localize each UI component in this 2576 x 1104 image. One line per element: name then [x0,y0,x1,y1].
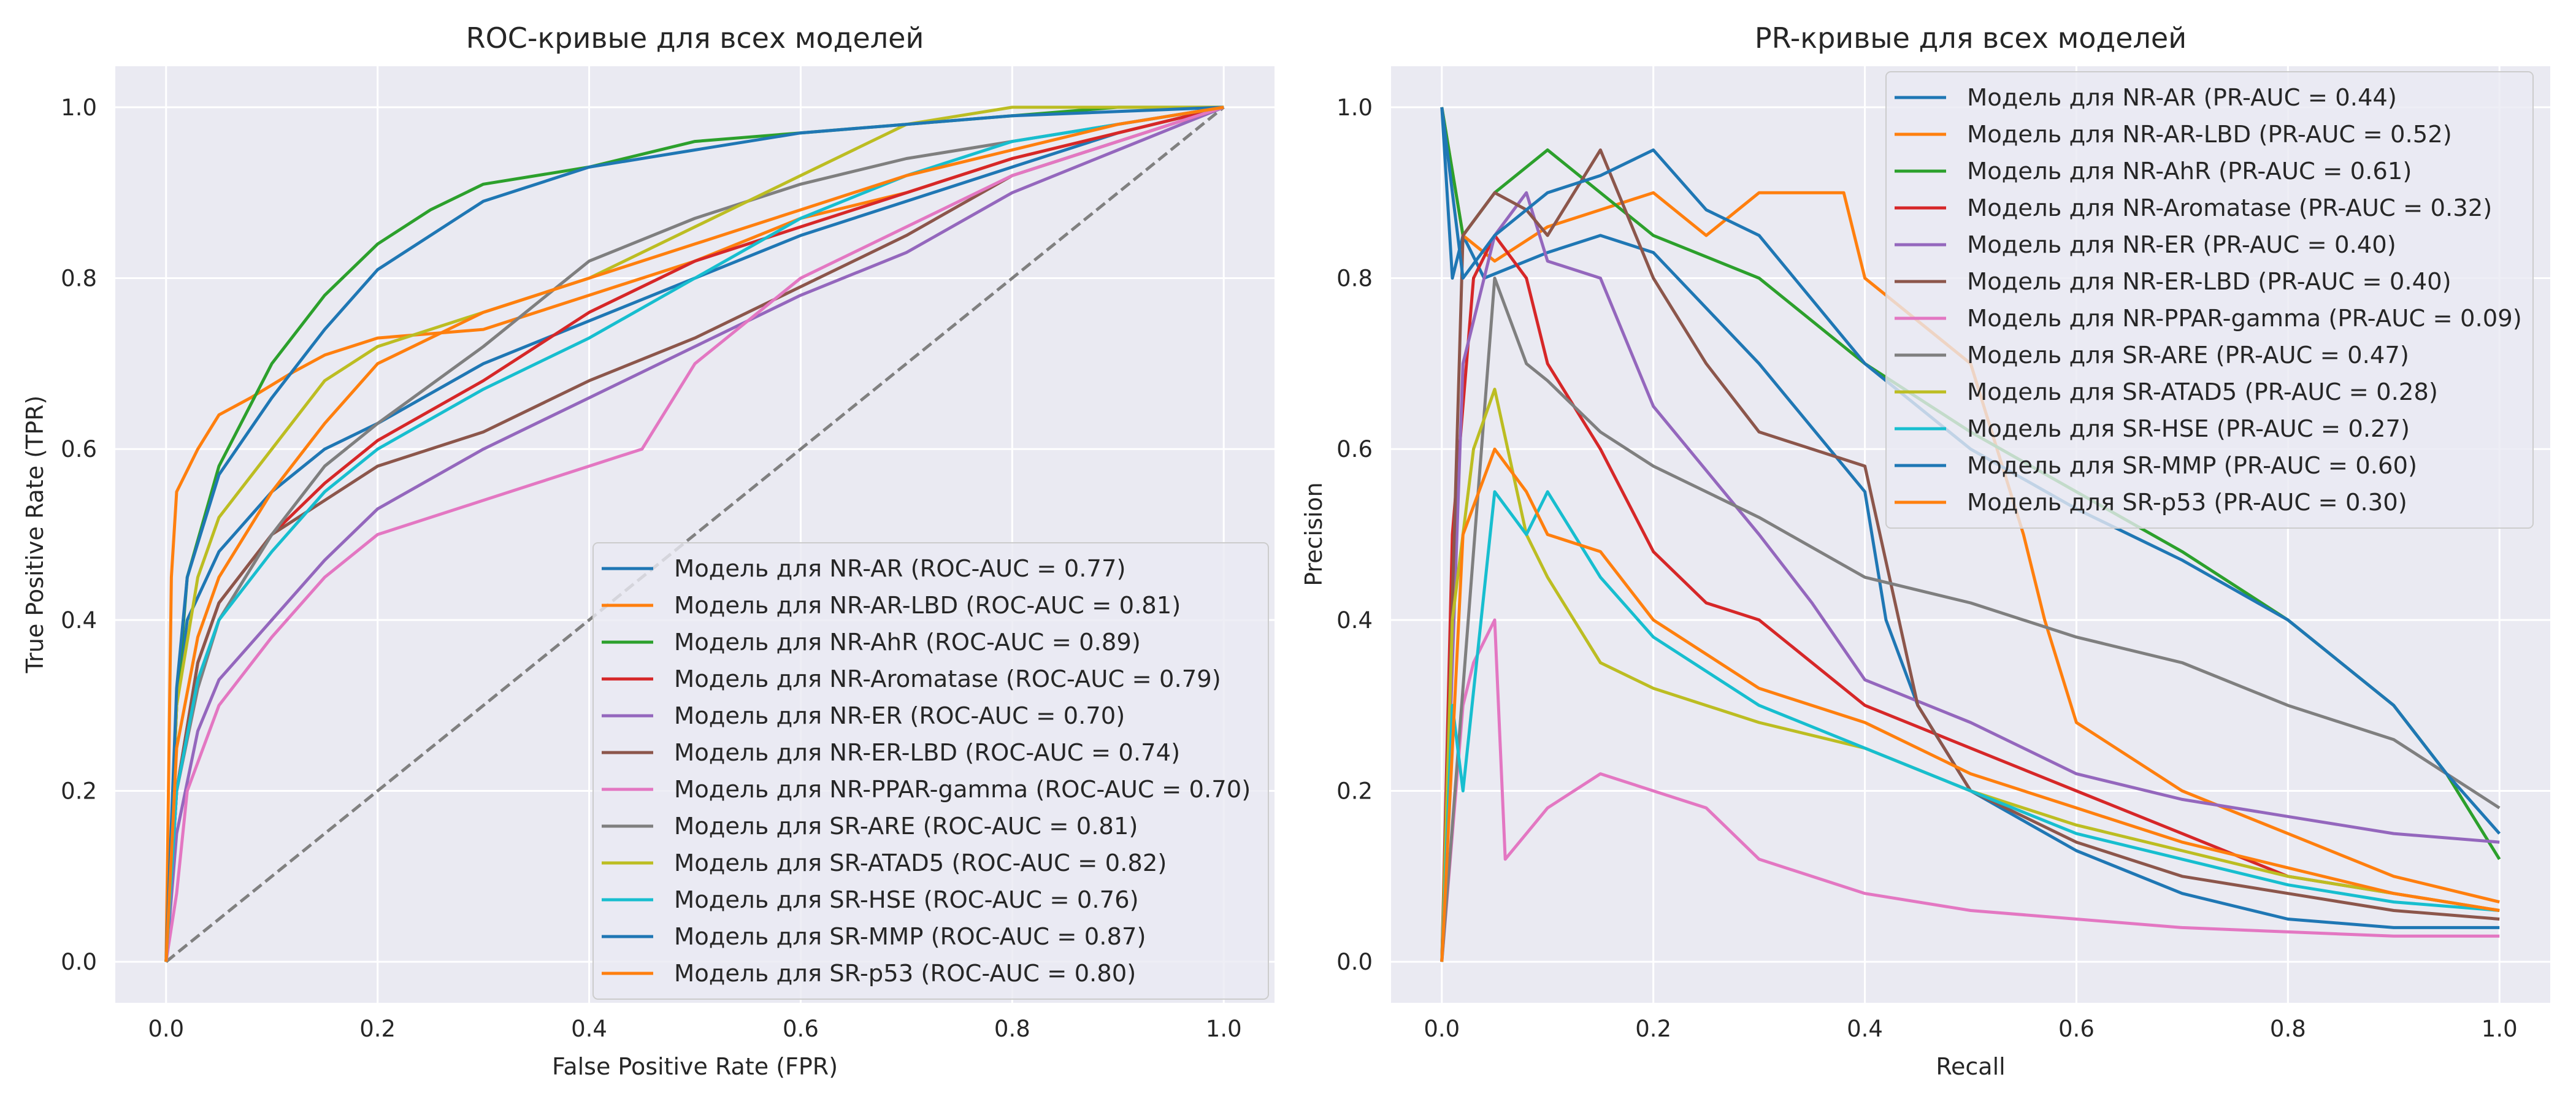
series-line-12 [1440,447,2500,962]
pr-legend: Модель для NR-AR (PR-AUC = 0.44) Модель д… [1885,71,2534,529]
series-line-5 [164,105,1225,962]
legend-label: Модель для SR-MMP (ROC-AUC = 0.87) [674,923,1146,951]
series-line-1 [164,105,1224,962]
x-tick-label: 0.4 [571,1016,607,1042]
series-line-6 [164,105,1224,962]
pr-y-axis-label: Precision [1300,482,1327,586]
pr-series-lines [1440,107,2501,962]
y-tick-label: 1.0 [61,94,97,121]
legend-label: Модель для SR-HSE (PR-AUC = 0.27) [1967,415,2410,443]
roc-legend: Модель для NR-AR (ROC-AUC = 0.77) Модель … [592,542,1269,1000]
series-line-7 [164,105,1224,962]
legend-label: Модель для SR-ARE (ROC-AUC = 0.81) [674,813,1138,840]
series-line-1 [1440,107,2500,929]
y-tick-label: 0.8 [61,266,97,292]
y-tick-label: 0.6 [1336,436,1373,462]
legend-label: Модель для NR-AR (ROC-AUC = 0.77) [674,555,1125,583]
series-line-5 [1440,191,2500,962]
legend-label: Модель для SR-MMP (PR-AUC = 0.60) [1967,452,2417,480]
series-line-8 [164,105,1224,962]
legend-label: Модель для NR-ER (PR-AUC = 0.40) [1967,231,2396,259]
x-tick-label: 0.2 [1635,1016,1671,1042]
series-line-12 [164,105,1224,962]
legend-label: Модель для NR-PPAR-gamma (ROC-AUC = 0.70… [674,776,1251,803]
x-tick-label: 0.4 [1847,1016,1883,1042]
series-line-10 [164,105,1224,962]
random-classifier-diagonal [165,105,1225,964]
legend-frame [592,542,1269,1000]
legend-label: Модель для SR-ATAD5 (ROC-AUC = 0.82) [674,849,1167,877]
legend-label: Модель для NR-Aromatase (ROC-AUC = 0.79) [674,665,1221,693]
legend-label: Модель для SR-HSE (ROC-AUC = 0.76) [674,886,1139,914]
legend-label: Модель для NR-AR-LBD (ROC-AUC = 0.81) [674,592,1181,619]
y-tick-label: 0.4 [1336,607,1373,634]
legend-frame [1885,71,2534,529]
series-line-9 [1440,388,2500,962]
series-line-8 [1440,277,2501,962]
legend-label: Модель для NR-AhR (ROC-AUC = 0.89) [674,629,1141,656]
legend-label: Модель для NR-Aromatase (PR-AUC = 0.32) [1967,194,2492,222]
x-tick-label: 0.8 [994,1016,1030,1042]
pr-chart-title: PR-кривые для всех моделей [1755,21,2187,55]
x-tick-label: 0.6 [2058,1016,2095,1042]
legend-label: Модель для NR-ER-LBD (PR-AUC = 0.40) [1967,268,2451,296]
y-tick-label: 1.0 [1336,94,1373,121]
series-line-10 [1440,490,2500,962]
roc-series-lines [164,105,1225,964]
roc-chart: ROC-кривые для всех моделей 0.0 0.2 0.4 0.6… [21,21,1275,1080]
y-tick-label: 0.2 [1336,778,1373,804]
series-line-7 [1440,618,2500,962]
roc-chart-title: ROC-кривые для всех моделей [466,21,924,55]
x-tick-label: 1.0 [2482,1016,2518,1042]
y-tick-label: 0.0 [1336,949,1373,975]
series-line-6 [1440,148,2500,962]
pr-chart: PR-кривые для всех моделей 0.0 0.2 0.4 0.6 0… [1300,21,2550,1080]
y-tick-label: 0.0 [61,949,97,975]
y-tick-label: 0.8 [1336,266,1373,292]
legend-label: Модель для SR-p53 (PR-AUC = 0.30) [1967,489,2407,516]
legend-label: Модель для NR-ER-LBD (ROC-AUC = 0.74) [674,739,1180,767]
x-tick-label: 0.8 [2270,1016,2306,1042]
legend-label: Модель для SR-p53 (ROC-AUC = 0.80) [674,960,1136,987]
legend-label: Модель для SR-ATAD5 (PR-AUC = 0.28) [1967,378,2438,406]
legend-label: Модель для NR-PPAR-gamma (PR-AUC = 0.09) [1967,305,2522,332]
pr-x-axis-label: Recall [1936,1053,2005,1080]
legend-label: Модель для NR-AR (PR-AUC = 0.44) [1967,84,2397,112]
legend-label: Модель для NR-ER (ROC-AUC = 0.70) [674,702,1125,730]
roc-y-axis-label: True Positive Rate (TPR) [21,396,48,674]
roc-tick-labels: 0.0 0.2 0.4 0.6 0.8 1.0 0.0 0.2 0.4 0.6 0.8 1.0 [61,94,1241,1042]
x-tick-label: 0.6 [783,1016,819,1042]
roc-x-axis-label: False Positive Rate (FPR) [552,1053,838,1080]
y-tick-label: 0.2 [61,778,97,804]
series-line-11 [1440,107,2501,835]
series-line-11 [164,105,1224,962]
x-tick-label: 0.0 [1424,1016,1460,1042]
legend-label: Модель для NR-AR-LBD (PR-AUC = 0.52) [1967,121,2452,148]
y-tick-label: 0.6 [61,436,97,462]
x-tick-label: 0.0 [148,1016,184,1042]
legend-label: Модель для SR-ARE (PR-AUC = 0.47) [1967,342,2409,369]
x-tick-label: 0.2 [359,1016,396,1042]
legend-label: Модель для NR-AhR (PR-AUC = 0.61) [1967,158,2412,185]
pr-tick-labels: 0.0 0.2 0.4 0.6 0.8 1.0 0.0 0.2 0.4 0.6 0.8 1.0 [1336,94,2517,1042]
x-tick-label: 1.0 [1206,1016,1242,1042]
series-line-4 [1440,234,2500,962]
y-tick-label: 0.4 [61,607,97,634]
